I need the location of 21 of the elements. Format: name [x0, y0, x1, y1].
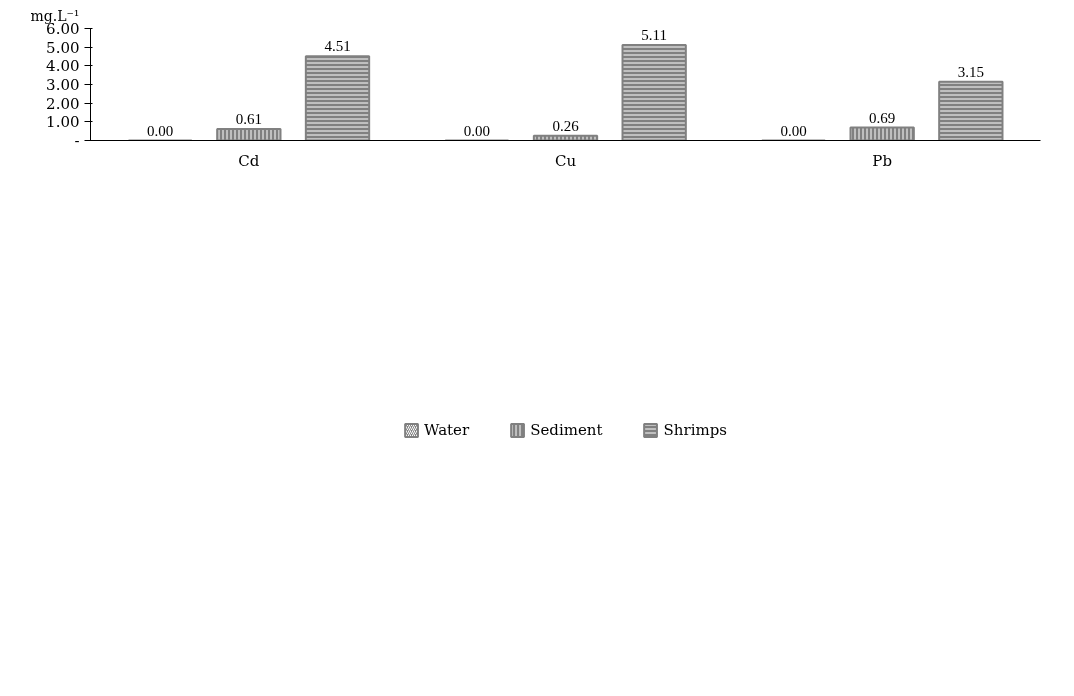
x-tick-label: Cd: [238, 151, 260, 170]
data-label: 5.11: [641, 27, 668, 44]
data-label: 0.69: [869, 109, 896, 126]
legend-label: Water: [424, 421, 470, 439]
data-label: 0.00: [463, 122, 490, 139]
data-label: 0.26: [552, 117, 580, 134]
y-tick-label: 4.00: [46, 57, 80, 76]
x-tick-label: Pb: [872, 151, 893, 170]
data-label: 0.61: [235, 111, 262, 128]
y-tick-label: 5.00: [46, 38, 80, 57]
y-tick-label: 3.00: [46, 76, 80, 94]
legend-label: Shrimps: [663, 421, 727, 439]
data-label: 4.51: [324, 38, 351, 55]
data-label: 0.00: [780, 122, 807, 139]
x-tick-label: Cu: [554, 151, 577, 170]
data-label: 3.15: [957, 63, 984, 80]
legend-label: Sediment: [530, 421, 603, 439]
y-tick-label: 2.00: [46, 94, 80, 113]
y-tick-label: -: [74, 132, 80, 150]
y-tick-label: 1.00: [46, 113, 80, 132]
data-label: 0.00: [147, 122, 174, 139]
